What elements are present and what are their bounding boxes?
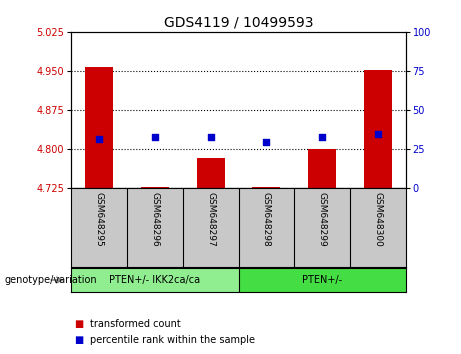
Text: GSM648296: GSM648296 bbox=[150, 192, 160, 246]
Bar bbox=[238, 268, 406, 292]
Point bbox=[151, 135, 159, 140]
Bar bbox=[364, 70, 392, 188]
Bar bbox=[253, 187, 280, 188]
Bar bbox=[141, 187, 169, 188]
Text: ■: ■ bbox=[74, 319, 83, 329]
Text: PTEN+/-: PTEN+/- bbox=[302, 275, 342, 285]
Text: PTEN+/- IKK2ca/ca: PTEN+/- IKK2ca/ca bbox=[109, 275, 201, 285]
Title: GDS4119 / 10499593: GDS4119 / 10499593 bbox=[164, 15, 313, 29]
Bar bbox=[308, 149, 336, 188]
Text: transformed count: transformed count bbox=[90, 319, 181, 329]
Point bbox=[263, 139, 270, 145]
Text: GSM648297: GSM648297 bbox=[206, 192, 215, 246]
Text: percentile rank within the sample: percentile rank within the sample bbox=[90, 335, 255, 345]
Text: ■: ■ bbox=[74, 335, 83, 345]
Point bbox=[319, 135, 326, 140]
Text: GSM648295: GSM648295 bbox=[95, 192, 104, 246]
Text: GSM648299: GSM648299 bbox=[318, 192, 327, 246]
Point bbox=[207, 135, 214, 140]
Bar bbox=[85, 67, 113, 188]
Text: GSM648298: GSM648298 bbox=[262, 192, 271, 246]
Point bbox=[95, 137, 103, 142]
Text: GSM648300: GSM648300 bbox=[373, 192, 382, 246]
Point bbox=[374, 131, 382, 137]
Bar bbox=[197, 158, 225, 188]
Text: genotype/variation: genotype/variation bbox=[5, 275, 97, 285]
